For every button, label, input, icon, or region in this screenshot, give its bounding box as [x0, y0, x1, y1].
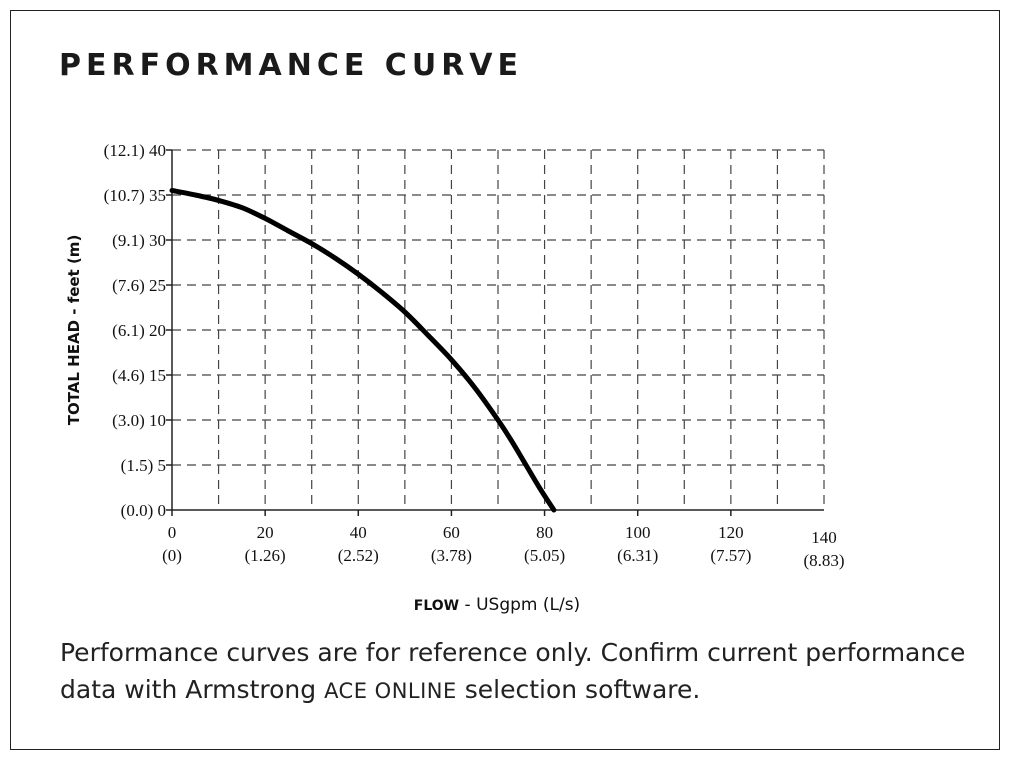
- x-tick-label-secondary: (1.26): [245, 546, 286, 565]
- y-tick-label: (12.1) 40: [104, 141, 166, 160]
- x-tick-label: 20: [257, 523, 274, 542]
- y-tick-label: (7.6) 25: [112, 276, 166, 295]
- x-tick-label: 100: [625, 523, 651, 542]
- y-tick-label: (0.0) 0: [121, 501, 166, 520]
- y-tick-label: (4.6) 15: [112, 366, 166, 385]
- x-tick-label-secondary: (7.57): [710, 546, 751, 565]
- reference-note: Performance curves are for reference onl…: [60, 634, 980, 710]
- x-axis-label-rest: - USgpm (L/s): [459, 595, 580, 615]
- note-text-before: Performance curves are for reference onl…: [60, 638, 966, 704]
- y-tick-label: (3.0) 10: [112, 411, 166, 430]
- x-tick-label: 140: [811, 528, 837, 547]
- page-title: PERFORMANCE CURVE: [59, 48, 523, 83]
- chart-grid: [172, 149, 825, 510]
- y-tick-label: (10.7) 35: [104, 186, 166, 205]
- y-tick-label: (6.1) 20: [112, 321, 166, 340]
- x-tick-labels: 0 (0) 20 (1.26) 40 (2.52) 60 (3.78) 80 (5.05) 100 (…: [162, 523, 844, 570]
- x-axis-label-prefix: FLOW: [414, 598, 459, 614]
- y-axis-label: TOTAL HEAD - feet (m): [65, 235, 83, 426]
- y-tick-labels: (0.0) 0 (1.5) 5 (3.0) 10 (4.6) 15 (6.1) 20 (7…: [104, 141, 166, 520]
- chart-axes: [166, 149, 824, 516]
- x-tick-label: 0: [168, 523, 177, 542]
- x-tick-label: 80: [536, 523, 553, 542]
- note-brand: ACE ONLINE: [324, 679, 457, 703]
- chart-series: [169, 188, 557, 513]
- note-text-after: selection software.: [456, 675, 701, 704]
- x-tick-label-secondary: (3.78): [431, 546, 472, 565]
- performance-curve-line: [169, 188, 557, 513]
- x-tick-label-secondary: (6.31): [617, 546, 658, 565]
- figure-frame: [10, 10, 1000, 750]
- x-axis-label: FLOW - USgpm (L/s): [414, 595, 580, 615]
- x-tick-label-secondary: (5.05): [524, 546, 565, 565]
- x-tick-label-secondary: (8.83): [803, 551, 844, 570]
- x-tick-label: 60: [443, 523, 460, 542]
- y-tick-label: (1.5) 5: [121, 456, 166, 475]
- x-tick-label-secondary: (0): [162, 546, 182, 565]
- x-tick-label-secondary: (2.52): [338, 546, 379, 565]
- x-tick-label: 120: [718, 523, 744, 542]
- performance-chart: (0.0) 0 (1.5) 5 (3.0) 10 (4.6) 15 (6.1) 20 (7…: [65, 141, 845, 615]
- x-tick-label: 40: [350, 523, 367, 542]
- y-tick-label: (9.1) 30: [112, 231, 166, 250]
